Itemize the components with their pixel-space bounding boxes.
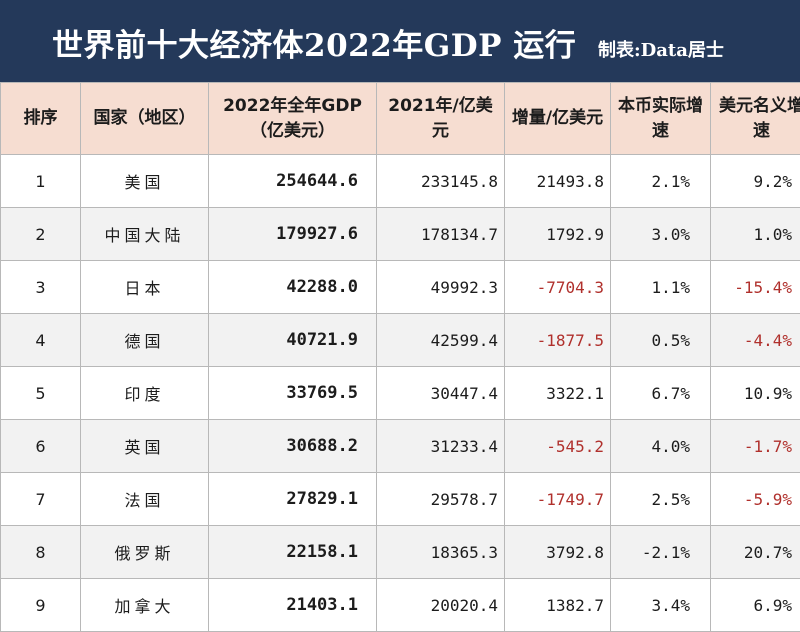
cell-nominal-growth: -1.7% bbox=[711, 420, 800, 473]
cell-gdp-2021: 233145.8 bbox=[377, 155, 505, 208]
header-gdp-2022: 2022年全年GDP（亿美元） bbox=[209, 83, 377, 155]
cell-gdp-2021: 30447.4 bbox=[377, 367, 505, 420]
cell-rank: 5 bbox=[1, 367, 81, 420]
cell-gdp-2022: 22158.1 bbox=[209, 526, 377, 579]
table-title: 世界前十大经济体2022年GDP 运行 bbox=[52, 20, 576, 65]
cell-rank: 6 bbox=[1, 420, 81, 473]
cell-delta: -545.2 bbox=[505, 420, 611, 473]
header-country: 国家（地区） bbox=[81, 83, 209, 155]
cell-nominal-growth: 1.0% bbox=[711, 208, 800, 261]
cell-country: 日本 bbox=[81, 261, 209, 314]
cell-gdp-2021: 20020.4 bbox=[377, 579, 505, 632]
cell-country: 俄罗斯 bbox=[81, 526, 209, 579]
gdp-table: 排序 国家（地区） 2022年全年GDP（亿美元） 2021年/亿美元 增量/亿… bbox=[0, 82, 800, 632]
cell-rank: 4 bbox=[1, 314, 81, 367]
cell-rank: 7 bbox=[1, 473, 81, 526]
header-rank: 排序 bbox=[1, 83, 81, 155]
cell-delta: -1749.7 bbox=[505, 473, 611, 526]
cell-gdp-2022: 40721.9 bbox=[209, 314, 377, 367]
cell-country: 英国 bbox=[81, 420, 209, 473]
cell-country: 中国大陆 bbox=[81, 208, 209, 261]
cell-gdp-2022: 27829.1 bbox=[209, 473, 377, 526]
cell-country: 美国 bbox=[81, 155, 209, 208]
cell-country: 法国 bbox=[81, 473, 209, 526]
cell-nominal-growth: 20.7% bbox=[711, 526, 800, 579]
cell-nominal-growth: 9.2% bbox=[711, 155, 800, 208]
cell-real-growth: -2.1% bbox=[611, 526, 711, 579]
cell-real-growth: 6.7% bbox=[611, 367, 711, 420]
cell-real-growth: 1.1% bbox=[611, 261, 711, 314]
cell-delta: 21493.8 bbox=[505, 155, 611, 208]
cell-country: 印度 bbox=[81, 367, 209, 420]
title-bar: 世界前十大经济体2022年GDP 运行 制表:Data居士 bbox=[0, 0, 800, 82]
cell-real-growth: 4.0% bbox=[611, 420, 711, 473]
cell-delta: 1792.9 bbox=[505, 208, 611, 261]
cell-gdp-2022: 21403.1 bbox=[209, 579, 377, 632]
header-real-growth: 本币实际增速 bbox=[611, 83, 711, 155]
cell-nominal-growth: 10.9% bbox=[711, 367, 800, 420]
cell-gdp-2021: 42599.4 bbox=[377, 314, 505, 367]
cell-rank: 1 bbox=[1, 155, 81, 208]
cell-real-growth: 3.0% bbox=[611, 208, 711, 261]
cell-rank: 2 bbox=[1, 208, 81, 261]
cell-delta: 3322.1 bbox=[505, 367, 611, 420]
cell-country: 德国 bbox=[81, 314, 209, 367]
cell-real-growth: 2.1% bbox=[611, 155, 711, 208]
header-nominal-growth: 美元名义增速 bbox=[711, 83, 800, 155]
cell-rank: 9 bbox=[1, 579, 81, 632]
cell-real-growth: 2.5% bbox=[611, 473, 711, 526]
cell-gdp-2022: 179927.6 bbox=[209, 208, 377, 261]
cell-delta: 3792.8 bbox=[505, 526, 611, 579]
cell-gdp-2021: 178134.7 bbox=[377, 208, 505, 261]
cell-gdp-2022: 30688.2 bbox=[209, 420, 377, 473]
cell-country: 加拿大 bbox=[81, 579, 209, 632]
cell-delta: -1877.5 bbox=[505, 314, 611, 367]
cell-nominal-growth: -5.9% bbox=[711, 473, 800, 526]
cell-nominal-growth: -4.4% bbox=[711, 314, 800, 367]
header-row: 排序 国家（地区） 2022年全年GDP（亿美元） 2021年/亿美元 增量/亿… bbox=[1, 83, 800, 155]
cell-nominal-growth: 6.9% bbox=[711, 579, 800, 632]
cell-gdp-2022: 42288.0 bbox=[209, 261, 377, 314]
header-gdp-2021: 2021年/亿美元 bbox=[377, 83, 505, 155]
cell-gdp-2022: 33769.5 bbox=[209, 367, 377, 420]
cell-real-growth: 0.5% bbox=[611, 314, 711, 367]
header-delta: 增量/亿美元 bbox=[505, 83, 611, 155]
cell-gdp-2021: 29578.7 bbox=[377, 473, 505, 526]
cell-gdp-2021: 49992.3 bbox=[377, 261, 505, 314]
cell-gdp-2022: 254644.6 bbox=[209, 155, 377, 208]
cell-delta: 1382.7 bbox=[505, 579, 611, 632]
cell-gdp-2021: 18365.3 bbox=[377, 526, 505, 579]
cell-delta: -7704.3 bbox=[505, 261, 611, 314]
cell-nominal-growth: -15.4% bbox=[711, 261, 800, 314]
cell-gdp-2021: 31233.4 bbox=[377, 420, 505, 473]
cell-rank: 8 bbox=[1, 526, 81, 579]
cell-rank: 3 bbox=[1, 261, 81, 314]
cell-real-growth: 3.4% bbox=[611, 579, 711, 632]
table-credit: 制表:Data居士 bbox=[598, 36, 724, 62]
